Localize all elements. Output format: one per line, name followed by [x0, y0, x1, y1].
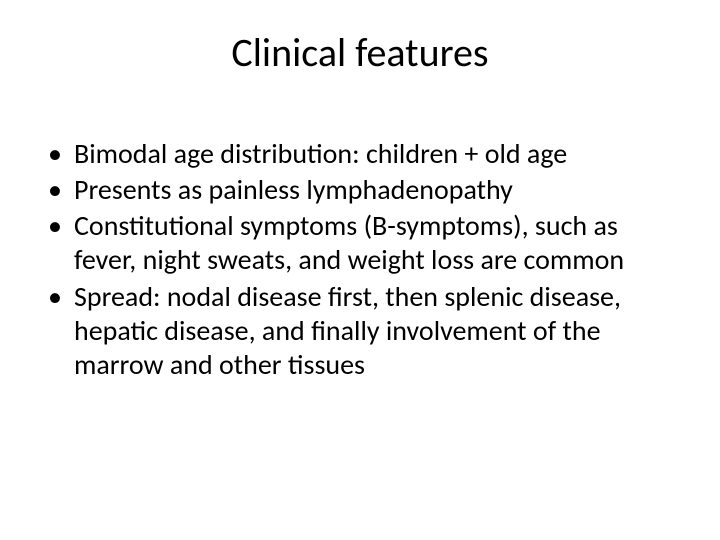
slide: Clinical features Bimodal age distributi… [0, 0, 720, 540]
list-item: Bimodal age distribution: children + old… [40, 137, 680, 171]
bullet-list: Bimodal age distribution: children + old… [40, 137, 680, 382]
slide-title: Clinical features [40, 28, 680, 77]
list-item: Presents as painless lymphadenopathy [40, 173, 680, 207]
list-item: Spread: nodal disease first, then spleni… [40, 280, 680, 382]
list-item: Constitutional symptoms (B-symptoms), su… [40, 209, 680, 277]
